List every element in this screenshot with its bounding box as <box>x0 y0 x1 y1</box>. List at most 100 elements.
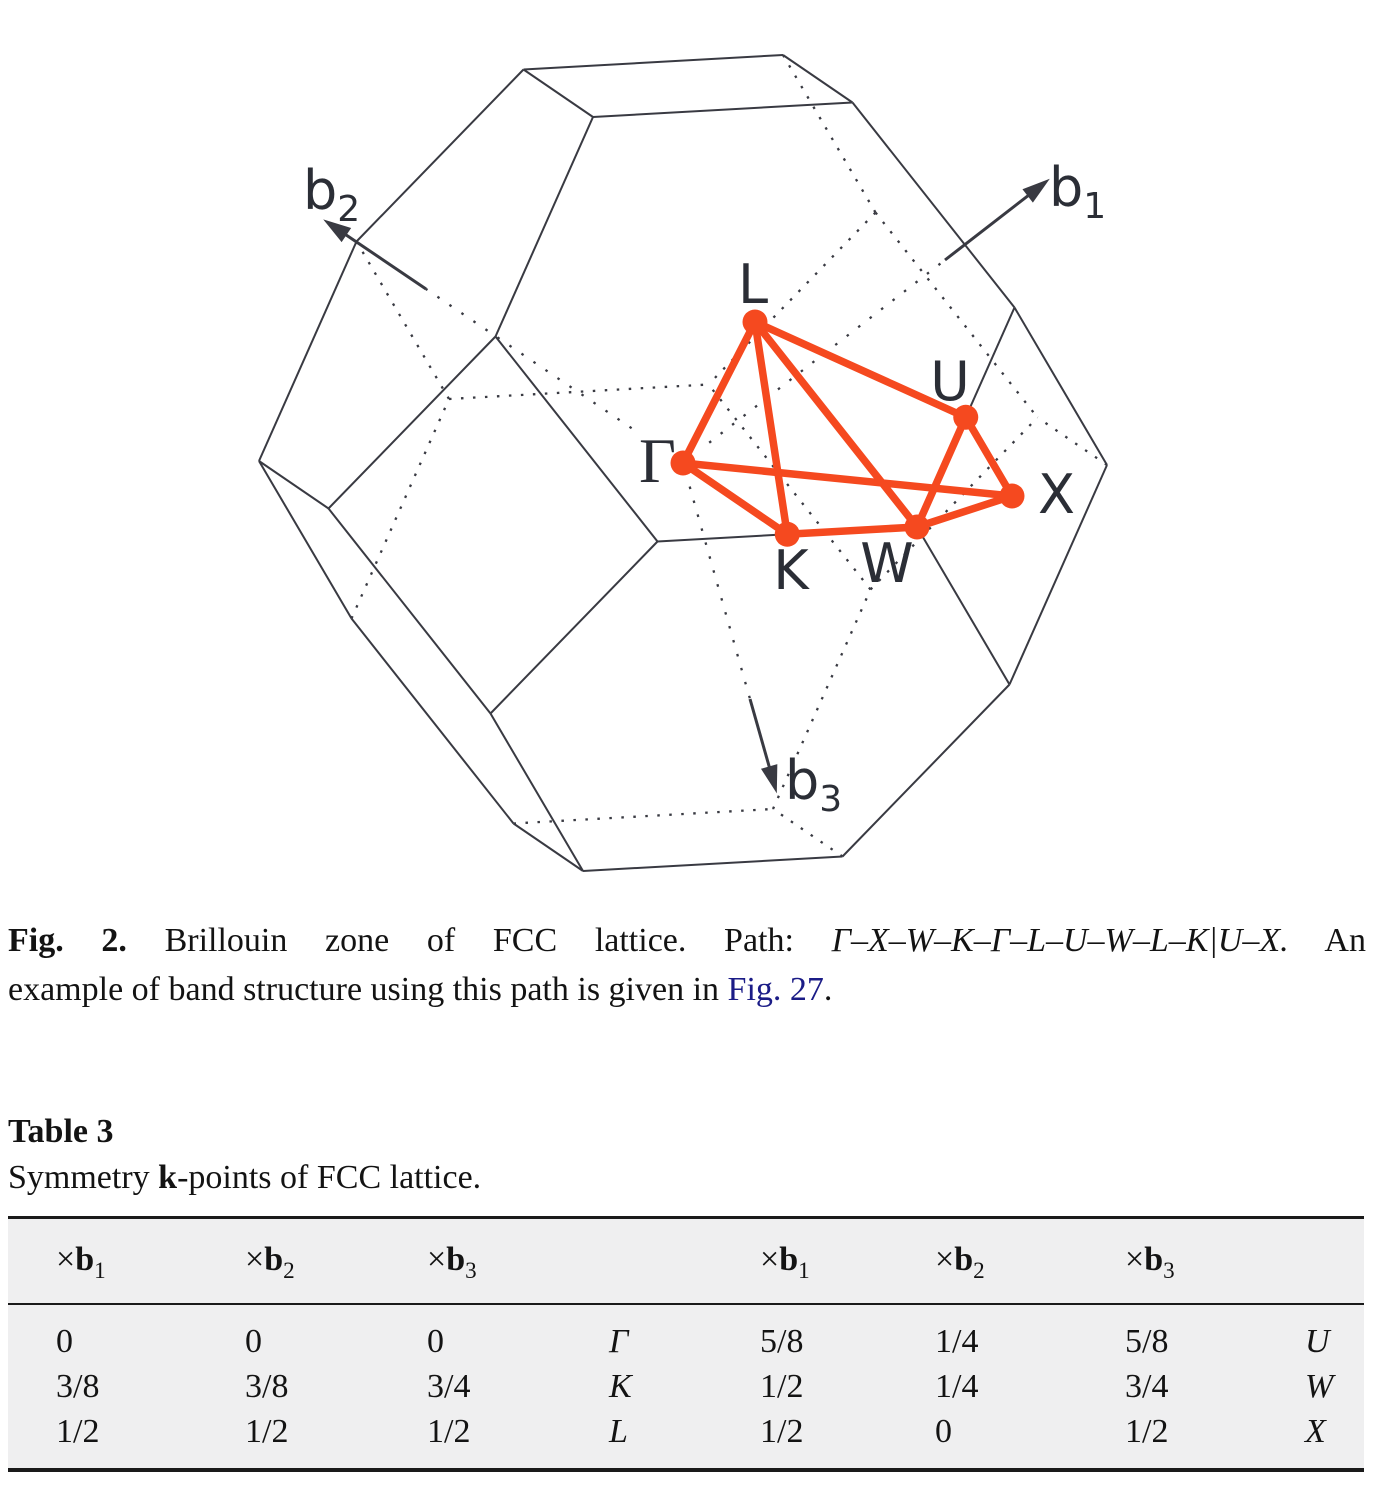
bz-edge <box>523 54 784 71</box>
caption-line-2: example of band structure using this pat… <box>8 965 1366 1014</box>
kpath-segment-L-K <box>751 318 791 538</box>
axis-ray-b1 <box>708 259 946 444</box>
table-body: 0 0 0 Γ 5/8 1/4 5/8 U 3/8 3/8 3/4 K 1/2 … <box>8 1305 1364 1468</box>
cell: 1/4 <box>935 1322 979 1360</box>
bz-edge <box>327 335 497 510</box>
table-row: 0 0 0 Γ 5/8 1/4 5/8 U <box>56 1319 1364 1364</box>
bz-hidden-edge <box>874 211 1039 419</box>
table-row: 1/2 1/2 1/2 L 1/2 0 1/2 X <box>56 1409 1364 1454</box>
bz-hidden-edge <box>1036 416 1108 466</box>
cell: 1/2 <box>56 1412 100 1450</box>
bz-edge <box>512 822 584 872</box>
cell: 1/2 <box>1125 1412 1169 1450</box>
caption-line-1: Fig. 2. Brillouin zone of FCC lattice. P… <box>8 916 1366 965</box>
bz-edge <box>522 68 594 118</box>
fig27-link[interactable]: Fig. 27 <box>727 971 824 1008</box>
point-label-cell: L <box>609 1412 628 1450</box>
bz-edge <box>489 540 659 715</box>
table-row: 3/8 3/8 3/4 K 1/2 1/4 3/4 W <box>56 1364 1364 1409</box>
caption-text-2: An <box>1288 922 1366 959</box>
point-label-cell: W <box>1305 1367 1334 1405</box>
bz-edge <box>1013 306 1108 466</box>
bz-hidden-edge <box>771 589 872 810</box>
header-xb1-right: ×b1 <box>760 1241 810 1284</box>
cell: 3/8 <box>56 1367 100 1405</box>
bz-hidden-edge <box>355 240 450 400</box>
bz-edge <box>350 617 515 825</box>
bz-hidden-edge <box>707 383 872 591</box>
axis-label-b1: b1 <box>1049 156 1106 227</box>
point-label-cell: K <box>609 1367 632 1405</box>
point-label-cell: U <box>1305 1322 1330 1360</box>
header-xb2-right: ×b2 <box>935 1241 985 1284</box>
axis-ray-b3 <box>688 486 752 700</box>
point-label-cell: X <box>1305 1412 1326 1450</box>
kpoint-dot-U <box>953 404 979 430</box>
bz-edge <box>851 101 1016 309</box>
cell: 5/8 <box>1125 1322 1169 1360</box>
kpath-segment-U-X <box>962 413 1016 500</box>
bz-edge <box>489 712 584 872</box>
kpath-segment-Γ-L <box>679 318 759 467</box>
bz-edge <box>258 460 330 510</box>
axis-arrowhead-b2 <box>323 219 352 243</box>
cell: 5/8 <box>760 1322 804 1360</box>
bz-edge <box>582 855 843 872</box>
kpoint-dot-Γ <box>670 450 696 476</box>
table-title: Table 3 <box>8 1113 114 1150</box>
kpoint-dot-L <box>742 309 768 335</box>
bz-edge <box>494 335 659 543</box>
cell: 3/8 <box>245 1367 289 1405</box>
bz-edge <box>1008 464 1108 685</box>
caption-period: . <box>823 971 833 1008</box>
table-subtitle: Symmetry k-points of FCC lattice. <box>8 1156 481 1200</box>
bz-edge <box>327 507 492 715</box>
cell: 3/4 <box>427 1367 471 1405</box>
kpath-segment-U-W <box>913 413 970 531</box>
bz-edge <box>258 241 358 462</box>
header-xb3-right: ×b3 <box>1125 1241 1175 1284</box>
axis-label-b3: b3 <box>785 749 842 820</box>
axis-label-b2: b2 <box>303 159 360 230</box>
kpoint-label-W: W <box>860 532 913 595</box>
cell: 1/2 <box>427 1412 471 1450</box>
bz-edge <box>258 460 353 620</box>
header-xb1: ×b1 <box>56 1241 106 1284</box>
figure-caption: Fig. 2. Brillouin zone of FCC lattice. P… <box>8 916 1366 1014</box>
table-subtitle-pre: Symmetry <box>8 1159 159 1196</box>
axis-arrowhead-b1 <box>1022 178 1050 203</box>
table-subtitle-post: -points of FCC lattice. <box>177 1159 482 1196</box>
header-empty-right <box>1305 1241 1364 1285</box>
axis-arrow-b3 <box>748 698 774 778</box>
axis-ray-b2 <box>425 288 633 430</box>
bz-edge <box>592 101 853 118</box>
kpath-segment-Γ-X <box>679 459 1016 500</box>
bz-edge <box>782 54 854 104</box>
cell: 1/2 <box>760 1412 804 1450</box>
bz-hidden-edge <box>782 54 877 214</box>
bz-hidden-edge <box>350 398 451 619</box>
cell: 0 <box>56 1322 73 1360</box>
kpath-segment-W-L <box>751 318 921 531</box>
bz-edge <box>916 526 1011 686</box>
table-header-row: ×b1 ×b2 ×b3 ×b1 ×b2 ×b3 <box>8 1219 1364 1305</box>
header-xb2: ×b2 <box>245 1241 295 1284</box>
kpoint-dot-K <box>774 521 800 547</box>
kpoint-dot-X <box>999 483 1025 509</box>
kpoint-label-K: K <box>773 539 810 602</box>
bz-hidden-edge <box>513 807 774 825</box>
axis-arrow-b1 <box>944 191 1033 262</box>
bz-edge <box>355 68 525 243</box>
cell: 1/2 <box>760 1367 804 1405</box>
bz-hidden-edge <box>448 383 709 401</box>
kpath-segment-K-Γ <box>679 459 791 538</box>
kpoints-table: ×b1 ×b2 ×b3 ×b1 ×b2 ×b3 0 0 0 Γ 5/8 1/4 … <box>8 1216 1364 1472</box>
bz-hidden-edge <box>772 808 844 858</box>
bz-edge <box>841 683 1011 858</box>
kpoint-label-U: U <box>930 350 970 413</box>
brillouin-zone-figure: b1 b2 b3 Γ X WK L U <box>258 54 1108 872</box>
header-xb3: ×b3 <box>427 1241 477 1284</box>
table-subtitle-k: k <box>158 1159 178 1196</box>
kpath-segment-L-U <box>751 318 970 421</box>
